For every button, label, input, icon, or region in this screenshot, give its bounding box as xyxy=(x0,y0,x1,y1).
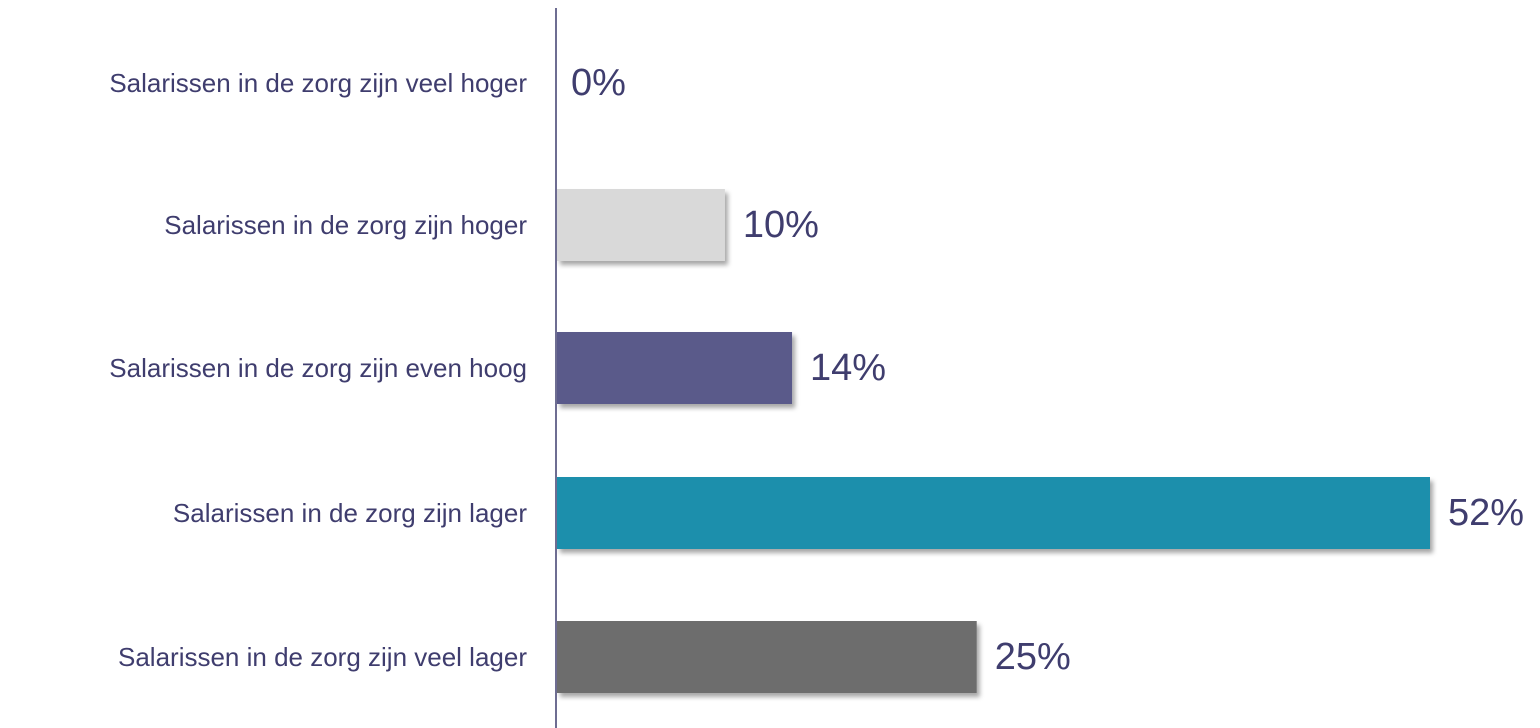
bar-4 xyxy=(557,477,1430,549)
value-label-5: 25% xyxy=(995,636,1071,678)
category-label-1: Salarissen in de zorg zijn veel hoger xyxy=(109,68,527,98)
category-labels-group: Salarissen in de zorg zijn veel hoger Sal… xyxy=(109,68,527,672)
bars-group xyxy=(557,189,1430,693)
value-label-2: 10% xyxy=(743,204,819,246)
category-label-3: Salarissen in de zorg zijn even hoog xyxy=(109,353,527,383)
bar-2 xyxy=(557,189,725,261)
category-label-5: Salarissen in de zorg zijn veel lager xyxy=(118,642,527,672)
bar-5 xyxy=(557,621,977,693)
value-labels-group: 0% 10% 14% 52% 25% xyxy=(571,62,1524,678)
bar-3 xyxy=(557,332,793,404)
value-label-1: 0% xyxy=(571,62,626,104)
category-label-4: Salarissen in de zorg zijn lager xyxy=(173,498,527,528)
category-label-2: Salarissen in de zorg zijn hoger xyxy=(164,210,527,240)
value-label-3: 14% xyxy=(810,347,886,389)
value-label-4: 52% xyxy=(1448,492,1524,534)
